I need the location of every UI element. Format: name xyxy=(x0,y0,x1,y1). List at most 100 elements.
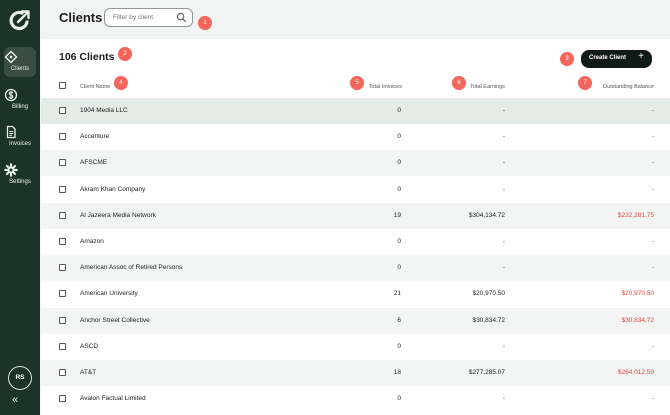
annotation-marker: 6 xyxy=(452,76,466,90)
tag-icon xyxy=(4,50,18,64)
sidebar-item-label: Invoices xyxy=(8,141,31,147)
search-input[interactable] xyxy=(113,14,179,21)
total-earnings: $277,285.07 xyxy=(468,369,505,376)
client-name[interactable]: Akram Khan Company xyxy=(80,185,146,193)
total-earnings: - xyxy=(502,238,505,245)
total-invoices: 18 xyxy=(393,369,401,376)
client-name[interactable]: AT&T xyxy=(80,369,97,376)
annotation-marker: 5 xyxy=(350,76,364,90)
dollar-icon xyxy=(4,88,18,102)
row-checkbox[interactable] xyxy=(59,133,66,141)
table-header: Client Name 4 5 Total Invoices 6 Total E… xyxy=(41,76,670,97)
outstanding-balance: - xyxy=(651,342,654,350)
create-client-button[interactable]: Create Client + xyxy=(581,50,652,68)
table-row[interactable]: Anchor Street Collective 6 $30,834.72 $30,8… xyxy=(41,307,670,334)
plus-icon: + xyxy=(638,51,644,62)
row-checkbox[interactable] xyxy=(59,185,66,193)
table-row[interactable]: AT&T 18 $277,285.07 $264,012.59 xyxy=(41,360,670,386)
table-row[interactable]: Avalon Factual Limited 0 - - xyxy=(41,386,670,412)
table-row[interactable]: 1904 Media LLC 0 - - xyxy=(41,98,670,124)
sidebar-item-settings[interactable]: Settings xyxy=(4,160,36,190)
outstanding-balance: - xyxy=(651,264,654,272)
row-checkbox[interactable] xyxy=(59,290,66,298)
sidebar-item-billing[interactable]: Billing xyxy=(4,85,36,115)
client-name[interactable]: Accenture xyxy=(80,133,110,141)
row-checkbox[interactable] xyxy=(59,107,66,114)
search-box[interactable] xyxy=(104,8,193,27)
annotation-marker: 2 xyxy=(118,47,132,61)
clients-panel: 106 Clients 2 3 Create Client + Client N… xyxy=(41,39,670,415)
table-row[interactable]: American Assoc of Retired Persons 0 - - xyxy=(41,255,670,282)
table-row[interactable]: ASCD 0 - - xyxy=(41,334,670,360)
client-name[interactable]: Amazon xyxy=(80,238,104,245)
table-row[interactable]: Accenture 0 - - xyxy=(41,124,670,150)
outstanding-balance: $232,281.75 xyxy=(617,211,654,219)
document-icon xyxy=(6,125,16,139)
annotation-marker: 1 xyxy=(198,16,212,30)
client-name[interactable]: ASCD xyxy=(80,342,99,350)
user-avatar[interactable]: RS xyxy=(8,366,32,390)
client-name[interactable]: American Assoc of Retired Persons xyxy=(80,264,183,272)
outstanding-balance: $264,012.59 xyxy=(617,369,654,376)
total-invoices: 0 xyxy=(397,342,401,350)
table-row[interactable]: American University 21 $20,970.50 $20,970.5… xyxy=(41,281,670,307)
table-row[interactable]: Al Jazeera Media Network 19 $304,134.72 $23… xyxy=(41,202,670,229)
client-name[interactable]: Al Jazeera Media Network xyxy=(80,211,156,219)
outstanding-balance: $20,970.50 xyxy=(621,290,654,298)
total-earnings: - xyxy=(502,395,505,403)
total-invoices: 0 xyxy=(397,238,401,245)
select-all-checkbox[interactable] xyxy=(59,82,66,89)
total-earnings: - xyxy=(502,185,505,193)
app-logo-icon[interactable] xyxy=(8,8,32,32)
client-name[interactable]: 1904 Media LLC xyxy=(80,107,128,114)
outstanding-balance: - xyxy=(651,185,654,193)
table-row[interactable]: Amazon 0 - - xyxy=(41,229,670,255)
total-invoices: 21 xyxy=(393,290,401,298)
outstanding-balance: - xyxy=(651,133,654,141)
total-earnings: - xyxy=(502,264,505,272)
total-earnings: $30,834.72 xyxy=(472,316,505,324)
sidebar-item-label: Clients xyxy=(10,66,30,72)
sidebar-item-label: Settings xyxy=(9,179,31,185)
annotation-marker: 3 xyxy=(560,52,574,66)
outstanding-balance: - xyxy=(651,159,654,167)
row-checkbox[interactable] xyxy=(59,395,66,403)
collapse-sidebar-icon[interactable]: « xyxy=(12,394,19,406)
sidebar: Clients Billing Invoices Settings RS « xyxy=(0,0,40,415)
column-total-earnings[interactable]: Total Earnings xyxy=(470,84,505,90)
total-invoices: 0 xyxy=(397,395,401,403)
total-earnings: - xyxy=(502,342,505,350)
table-row[interactable]: AFSCME 0 - - xyxy=(41,150,670,177)
row-checkbox[interactable] xyxy=(59,369,66,376)
client-name[interactable]: Anchor Street Collective xyxy=(80,316,150,324)
client-name[interactable]: Avalon Factual Limited xyxy=(80,395,146,403)
column-client-name[interactable]: Client Name xyxy=(80,84,111,90)
row-checkbox[interactable] xyxy=(59,264,66,272)
client-name[interactable]: American University xyxy=(80,290,138,298)
total-earnings: - xyxy=(502,133,505,141)
column-total-invoices[interactable]: Total Invoices xyxy=(368,84,402,90)
sidebar-item-invoices[interactable]: Invoices xyxy=(4,122,36,152)
total-invoices: 0 xyxy=(397,133,401,141)
clients-count-title: 106 Clients xyxy=(59,51,115,63)
row-checkbox[interactable] xyxy=(59,159,66,167)
page-title: Clients xyxy=(59,10,103,25)
total-earnings: - xyxy=(502,159,505,167)
annotation-marker: 4 xyxy=(114,76,128,90)
client-name[interactable]: AFSCME xyxy=(80,159,108,167)
gear-icon xyxy=(4,163,18,177)
create-client-label: Create Client xyxy=(589,55,627,61)
row-checkbox[interactable] xyxy=(59,211,66,219)
outstanding-balance: - xyxy=(651,107,654,114)
outstanding-balance: - xyxy=(651,395,654,403)
outstanding-balance: $30,834.72 xyxy=(621,316,654,324)
search-icon[interactable] xyxy=(176,12,187,23)
total-earnings: $304,134.72 xyxy=(468,211,505,219)
sidebar-item-clients[interactable]: Clients xyxy=(4,47,36,77)
column-outstanding-balance[interactable]: Outstanding Balance xyxy=(602,84,654,90)
table-row[interactable]: Akram Khan Company 0 - - xyxy=(41,177,670,203)
row-checkbox[interactable] xyxy=(59,316,66,324)
row-checkbox[interactable] xyxy=(59,342,66,350)
total-earnings: $20,970.50 xyxy=(472,290,505,298)
row-checkbox[interactable] xyxy=(59,238,66,245)
